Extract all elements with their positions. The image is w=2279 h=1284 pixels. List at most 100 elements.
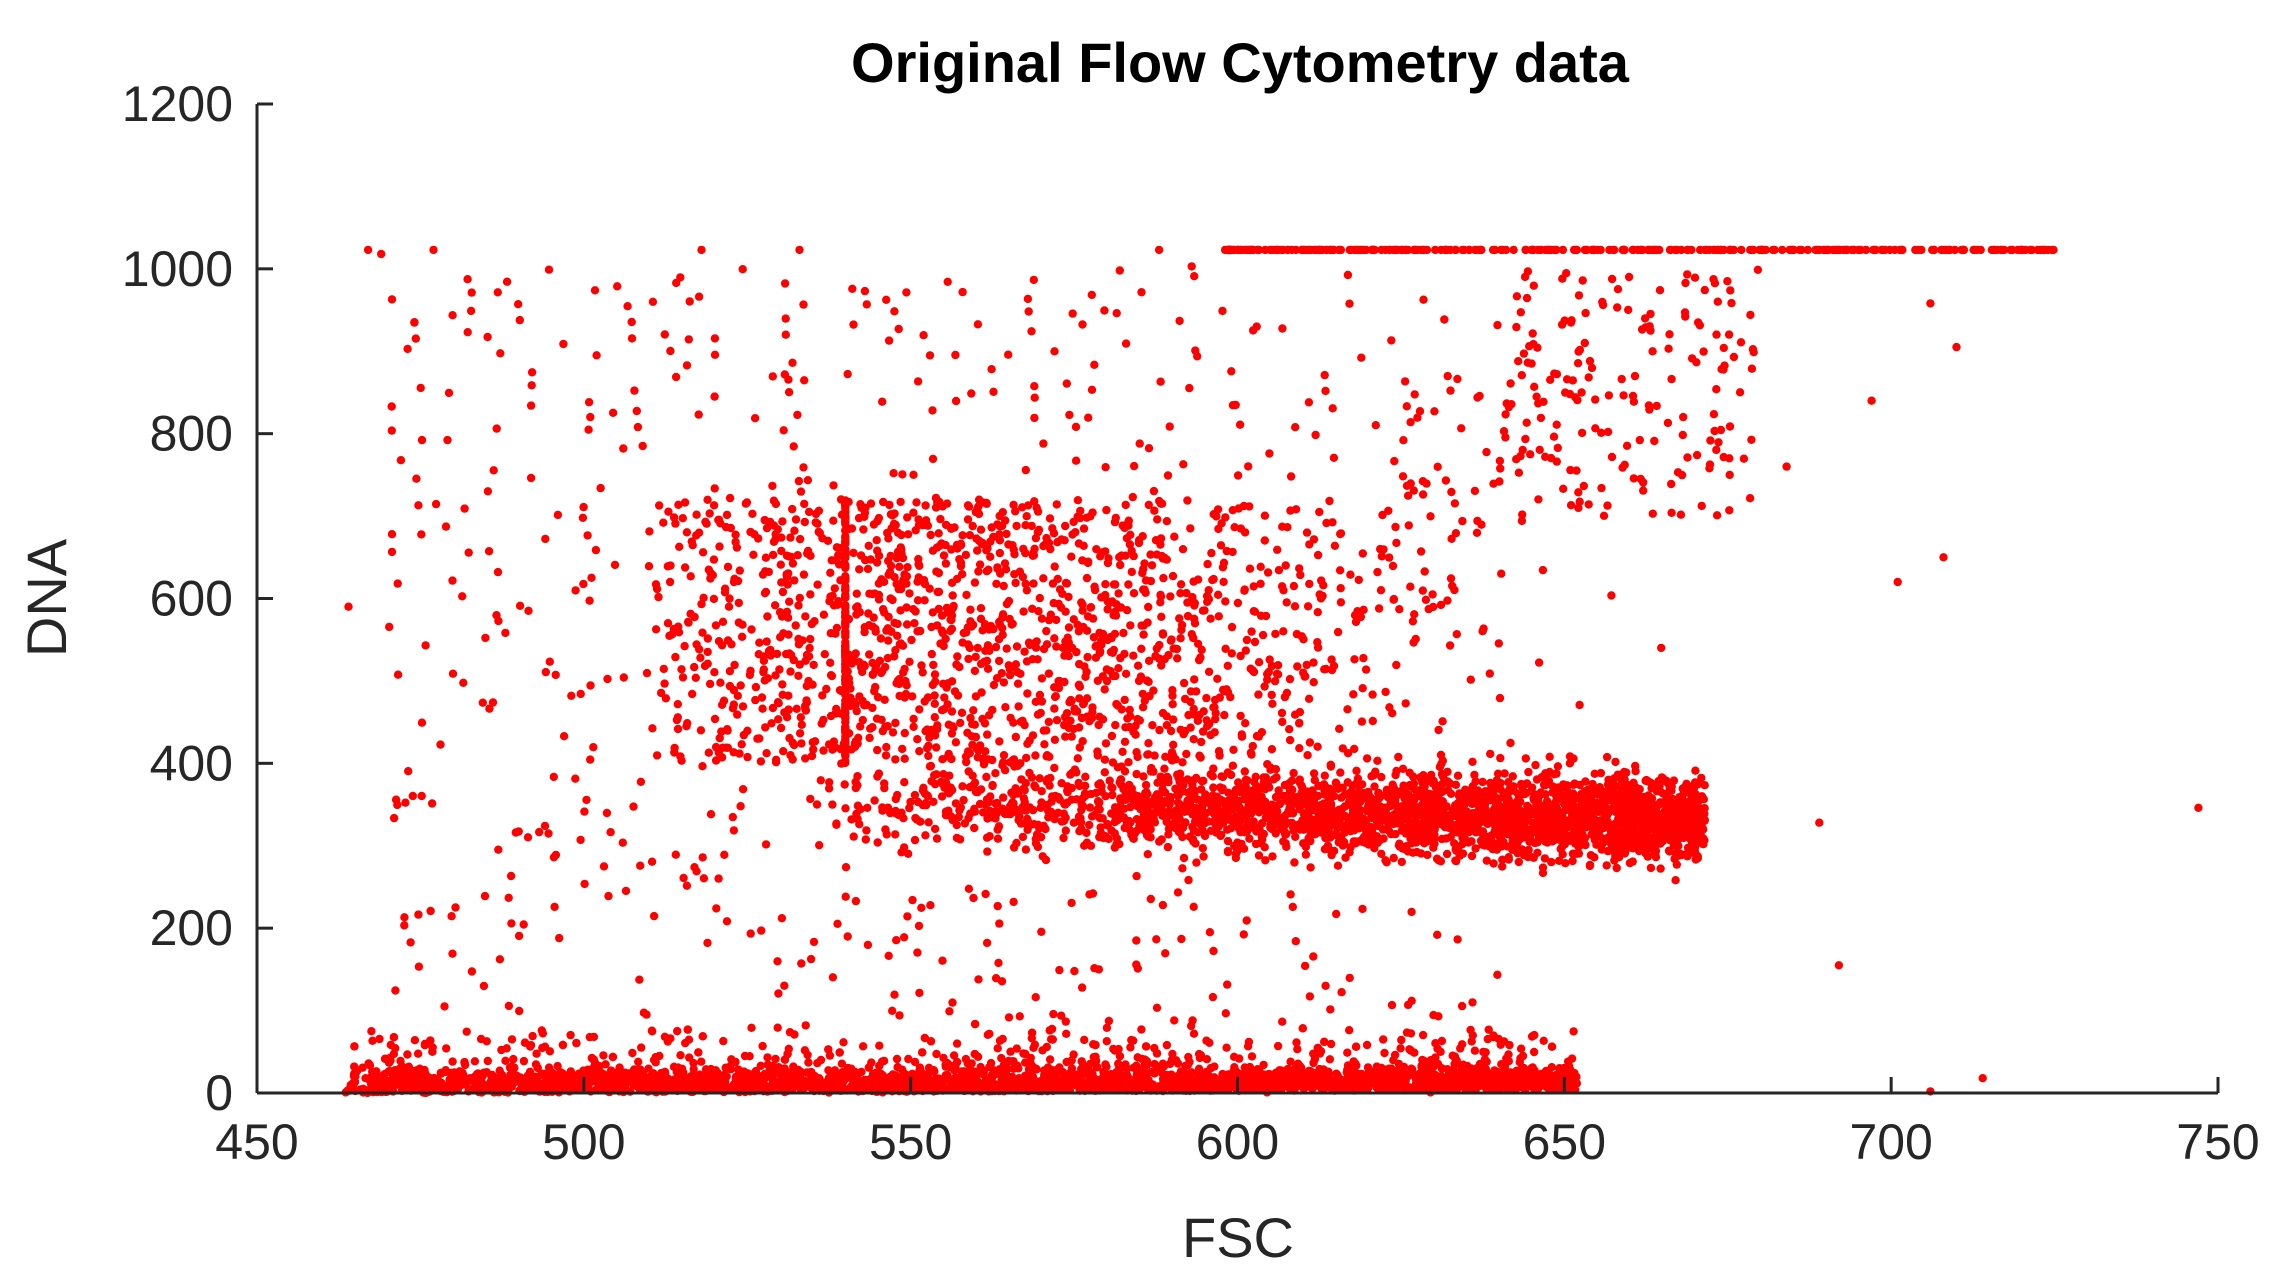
scatter-point <box>1202 1036 1211 1045</box>
scatter-point <box>915 747 924 756</box>
scatter-point <box>952 1057 962 1067</box>
scatter-point <box>970 823 979 833</box>
scatter-point <box>520 1038 530 1047</box>
scatter-point <box>1475 1059 1485 1069</box>
scatter-point <box>697 1057 706 1066</box>
scatter-point <box>593 1064 603 1073</box>
scatter-point <box>1527 1032 1537 1041</box>
scatter-point <box>1009 1064 1018 1073</box>
scatter-point <box>1273 1041 1283 1051</box>
scatter-point <box>1271 829 1280 838</box>
scatter-point <box>1364 1067 1374 1077</box>
scatter-point <box>553 1061 562 1071</box>
scatter-point <box>436 1068 446 1078</box>
scatter-point <box>1247 1067 1256 1076</box>
scatter-point <box>1337 793 1346 802</box>
scatter-point <box>1255 825 1264 835</box>
scatter-point <box>1568 856 1577 866</box>
scatter-point <box>1044 1074 1054 1083</box>
scatter-point <box>660 1032 670 1042</box>
scatter-point <box>673 1063 683 1072</box>
scatter-point <box>413 1049 423 1058</box>
scatter-point <box>1469 1073 1478 1082</box>
scatter-point <box>386 1056 395 1065</box>
scatter-point <box>1529 1047 1539 1057</box>
scatter-point <box>1524 1073 1533 1083</box>
scatter-point <box>1397 857 1407 867</box>
scatter-point <box>502 1075 511 1085</box>
scatter-point <box>1264 1069 1274 1079</box>
scatter-point <box>519 1056 529 1066</box>
scatter-point <box>1102 1071 1112 1080</box>
scatter-point <box>1202 1055 1212 1064</box>
scatter-point <box>1243 1042 1253 1051</box>
scatter-point <box>1152 790 1162 799</box>
scatter-point <box>956 803 965 812</box>
scatter-point <box>1132 1073 1141 1082</box>
scatter-point <box>507 1035 517 1044</box>
scatter-point <box>1493 1072 1502 1081</box>
scatter-point <box>1181 1061 1190 1071</box>
scatter-point <box>1102 1037 1112 1046</box>
scatter-point <box>1048 1035 1057 1044</box>
scatter-point <box>1496 753 1505 763</box>
scatter-point <box>1090 810 1099 820</box>
scatter-point <box>428 1047 437 1056</box>
scatter-point <box>804 1058 813 1067</box>
scatter-point <box>1240 767 1250 776</box>
scatter-point <box>1397 1035 1406 1045</box>
scatter-point <box>1442 849 1452 859</box>
scatter-point <box>1194 1069 1204 1079</box>
scatter-point <box>1532 775 1542 784</box>
scatter-point <box>952 1039 962 1048</box>
scatter-point <box>637 1043 646 1052</box>
scatter-point <box>763 1053 772 1062</box>
scatter-point <box>427 1080 436 1089</box>
scatter-point <box>1073 1081 1082 1091</box>
scatter-point <box>1178 832 1187 842</box>
scatter-point <box>1062 1029 1071 1039</box>
scatter-point <box>1547 1063 1557 1072</box>
scatter-point <box>712 1069 721 1078</box>
scatter-point <box>1137 1082 1146 1091</box>
scatter-point <box>1602 861 1611 870</box>
scatter-point <box>448 1057 457 1066</box>
scatter-point <box>1018 832 1028 842</box>
scatter-point <box>1500 1076 1509 1086</box>
scatter-point <box>698 1032 707 1041</box>
scatter-point <box>758 1041 767 1051</box>
scatter-point <box>863 803 872 812</box>
scatter-point <box>1029 1043 1038 1053</box>
scatter-point <box>426 1036 435 1045</box>
scatter-point <box>587 1053 597 1063</box>
scatter-point <box>1390 1081 1400 1090</box>
scatter-point <box>751 1082 761 1091</box>
scatter-point <box>992 798 1002 808</box>
scatter-point <box>993 834 1003 843</box>
scatter-point <box>509 1054 518 1064</box>
scatter-point <box>1055 795 1064 804</box>
scatter-point <box>1230 1065 1240 1075</box>
scatter-point <box>1140 1072 1149 1081</box>
scatter-point <box>1301 850 1311 859</box>
scatter-point <box>689 1058 698 1068</box>
scatter-point <box>854 1077 863 1087</box>
scatter-point <box>558 1040 568 1050</box>
scatter-point <box>476 1034 486 1044</box>
scatter-point <box>1271 792 1281 802</box>
scatter-point <box>1416 849 1426 858</box>
chart-title: Original Flow Cytometry data <box>851 31 1630 94</box>
scatter-point <box>918 1048 927 1057</box>
scatter-point <box>1129 834 1138 843</box>
scatter-point <box>756 1061 765 1071</box>
scatter-point <box>1195 1053 1205 1063</box>
scatter-point <box>1358 1077 1368 1087</box>
scatter-point <box>1055 1081 1065 1090</box>
scatter-point <box>780 1064 789 1073</box>
scatter-point <box>1379 1035 1388 1044</box>
scatter-point <box>599 1051 608 1060</box>
scatter-point <box>773 1023 782 1032</box>
scatter-point <box>740 1051 750 1061</box>
scatter-point <box>601 1060 610 1069</box>
